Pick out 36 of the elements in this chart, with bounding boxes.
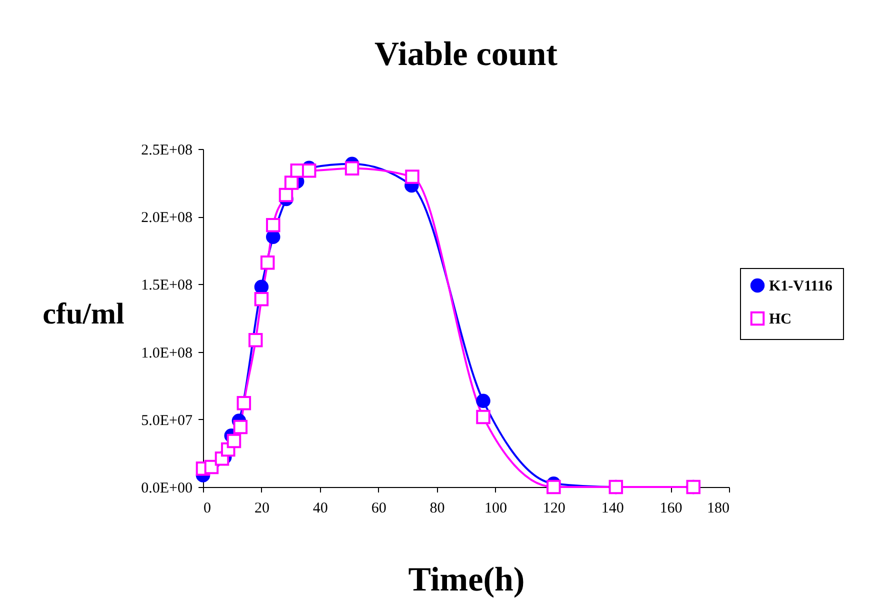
point: [226, 434, 242, 448]
y-tick-label: 0.0E+00: [141, 480, 192, 496]
x-tick-label: 20: [254, 500, 270, 516]
point: [546, 480, 561, 494]
x-tick-label: 100: [484, 500, 507, 516]
point: [248, 333, 263, 348]
y-tick-label: 2.0E+08: [141, 210, 192, 226]
x-axis-title: Time(h): [408, 562, 525, 598]
point: [284, 176, 299, 190]
y-tick-label: 1.5E+08: [141, 278, 192, 294]
x-tick-label: 60: [371, 500, 386, 516]
point: [260, 255, 275, 270]
point: [254, 292, 269, 306]
x-tick-label: 120: [542, 500, 566, 516]
point: [233, 420, 248, 434]
legend-label: HC: [769, 312, 792, 328]
legend-label: K1-V1116: [769, 278, 833, 294]
x-tick-label: 40: [312, 500, 328, 516]
y-axis-title: cfu/ml: [42, 298, 124, 330]
x-tick-label: 160: [660, 500, 682, 516]
point: [236, 396, 252, 410]
y-tick-label: 5.0E+07: [141, 412, 193, 429]
chart-title: Viable count: [374, 36, 558, 73]
point: [266, 218, 280, 232]
x-tick-label: 0: [204, 500, 211, 516]
point: [405, 170, 420, 184]
point: [344, 161, 360, 176]
point: [302, 164, 316, 178]
y-tick-label: 1.0E+08: [141, 345, 192, 362]
point: [476, 394, 490, 408]
x-tick-label: 80: [430, 500, 445, 516]
x-tick-label: 180: [707, 500, 730, 516]
point: [278, 188, 294, 202]
point: [476, 410, 490, 424]
x-tick-label: 140: [601, 500, 624, 516]
y-tick-label: 2.5E+08: [141, 142, 192, 158]
